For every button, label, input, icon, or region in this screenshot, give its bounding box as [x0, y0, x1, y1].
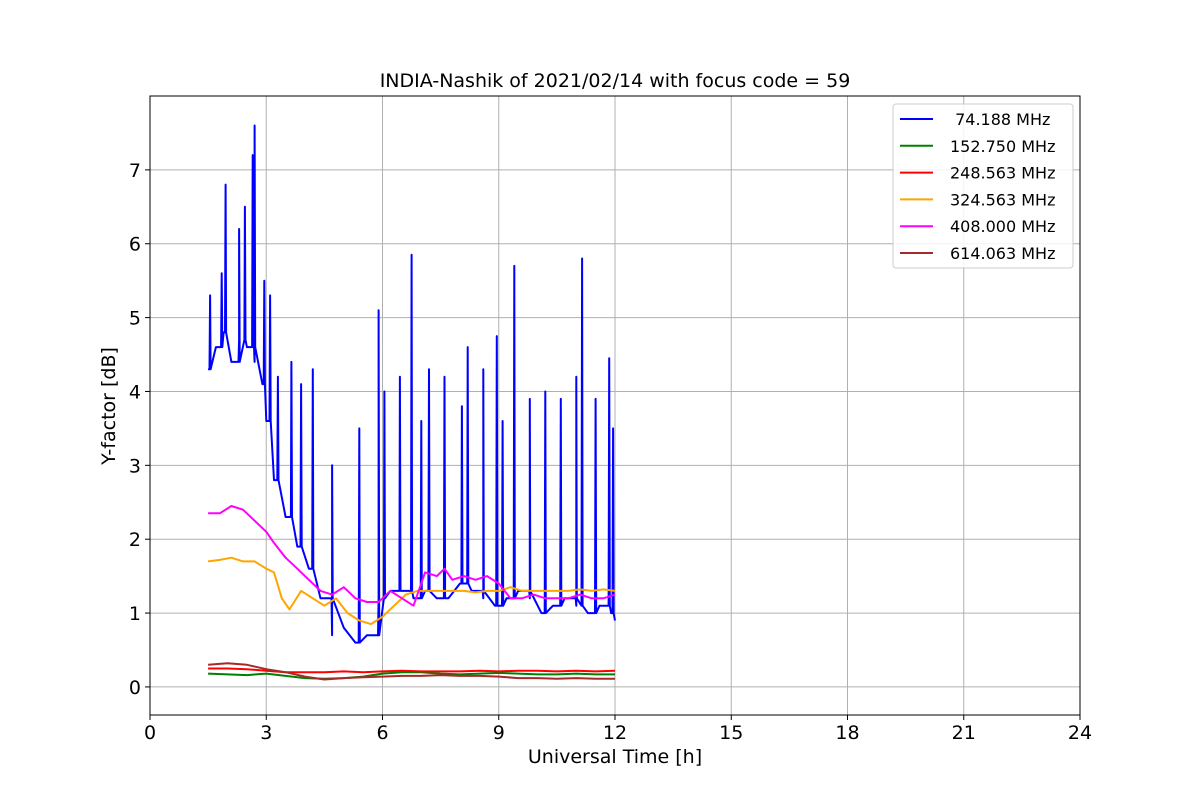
legend-label: 614.063 MHz	[950, 244, 1055, 263]
x-tick-label: 24	[1068, 722, 1092, 744]
series-line	[208, 505, 616, 607]
legend: 74.188 MHz 152.750 MHz 248.563 MHz 324.563 …	[892, 103, 1074, 269]
x-axis: 0 3 6 9 12 15 18 21 24	[144, 715, 1092, 744]
x-tick-label: 12	[603, 722, 627, 744]
series-line	[208, 671, 615, 680]
x-tick-label: 6	[376, 722, 388, 744]
series-line	[208, 662, 615, 681]
x-tick-label: 21	[952, 722, 976, 744]
series-layer	[207, 124, 616, 681]
series-line	[208, 124, 616, 644]
y-tick-label: 3	[129, 455, 141, 477]
x-tick-label: 15	[719, 722, 743, 744]
y-axis-label: Y-factor [dB]	[98, 347, 120, 466]
grid	[149, 96, 1081, 715]
y-tick-label: 4	[129, 381, 141, 403]
y-tick-label: 7	[129, 160, 141, 182]
legend-label: 408.000 MHz	[950, 217, 1055, 236]
legend-label: 324.563 MHz	[950, 190, 1055, 209]
y-tick-label: 5	[129, 308, 141, 330]
legend-label: 248.563 MHz	[950, 164, 1055, 183]
y-tick-label: 1	[129, 603, 141, 625]
chart-title: INDIA-Nashik of 2021/02/14 with focus co…	[380, 70, 851, 92]
x-axis-label: Universal Time [h]	[528, 746, 702, 768]
x-tick-label: 0	[144, 722, 156, 744]
y-tick-label: 2	[129, 529, 141, 551]
y-axis: 0 1 2 3 4 5 6 7	[129, 160, 150, 699]
x-tick-label: 3	[260, 722, 272, 744]
legend-label: 74.188 MHz	[950, 110, 1050, 129]
x-tick-label: 9	[493, 722, 505, 744]
legend-box	[892, 103, 1074, 269]
legend-label: 152.750 MHz	[950, 137, 1055, 156]
series-line	[207, 556, 616, 626]
y-tick-label: 6	[129, 234, 141, 256]
y-tick-label: 0	[129, 677, 141, 699]
x-tick-label: 18	[835, 722, 859, 744]
